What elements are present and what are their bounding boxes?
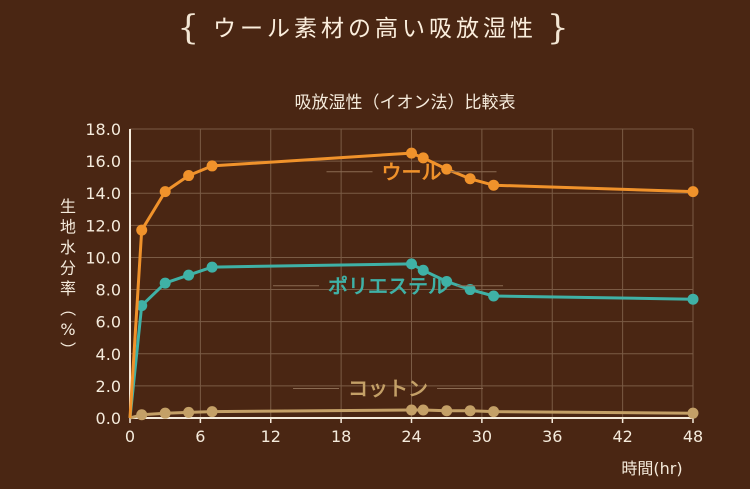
data-point [206, 160, 218, 172]
y-tick-label: 6.0 [96, 313, 121, 332]
y-axis-title-char: ） [58, 341, 77, 357]
series-label: ウール [382, 160, 442, 184]
data-point [464, 405, 476, 417]
data-point [136, 409, 148, 421]
y-tick-label: 8.0 [96, 281, 121, 300]
x-tick-label: 0 [125, 427, 135, 446]
data-point [687, 186, 699, 198]
data-point [464, 173, 476, 185]
x-tick-label: 30 [472, 427, 492, 446]
data-point [417, 264, 429, 276]
y-tick-label: 2.0 [96, 377, 121, 396]
data-point [464, 284, 476, 296]
x-tick-label: 18 [331, 427, 351, 446]
series-label: コットン [348, 377, 428, 401]
chart-series [128, 147, 699, 421]
data-point [206, 261, 218, 273]
y-axis-title-char: 率 [60, 279, 76, 298]
y-axis-title-char: 水 [60, 238, 76, 257]
y-tick-label: 14.0 [85, 184, 121, 203]
x-axis-ticks: 0 6 12 18 24 30 36 42 48 [125, 418, 703, 446]
data-point [136, 224, 148, 236]
page-title-text: ウール素材の高い吸放湿性 [213, 16, 537, 42]
x-tick-label: 12 [261, 427, 281, 446]
y-axis-title-char: % [60, 320, 75, 339]
data-point [406, 404, 417, 416]
x-tick-label: 42 [612, 427, 632, 446]
page-title: { ウール素材の高い吸放湿性} [0, 6, 750, 50]
data-point [441, 163, 453, 175]
y-axis-title-char: 分 [60, 259, 76, 278]
x-tick-label: 48 [683, 427, 703, 446]
data-point [488, 406, 500, 418]
y-axis-title-char: 生 [60, 197, 76, 216]
x-tick-label: 24 [401, 427, 421, 446]
data-point [687, 293, 699, 305]
y-tick-label: 0.0 [96, 409, 121, 428]
data-point [159, 186, 171, 198]
data-point [687, 407, 699, 419]
data-point [441, 405, 453, 417]
x-tick-label: 36 [542, 427, 562, 446]
data-point [417, 404, 429, 416]
right-brace-decoration: } [547, 8, 573, 48]
data-point [406, 258, 417, 270]
data-point [406, 147, 417, 159]
data-point [417, 152, 429, 164]
data-point [206, 406, 218, 418]
y-axis-ticks: 0.0 2.0 4.0 6.0 8.0 10.0 12.0 14.0 16.0 18.0 [85, 120, 121, 428]
chart-title: 吸放湿性（イオン法）比較表 [295, 93, 516, 113]
chart-grid [130, 128, 694, 418]
data-point [183, 269, 195, 281]
y-axis-title-char: （ [58, 300, 77, 316]
y-tick-label: 10.0 [85, 248, 121, 267]
data-point [488, 290, 500, 302]
data-point [159, 407, 171, 419]
left-brace-decoration: { [177, 8, 203, 48]
y-tick-label: 18.0 [85, 120, 121, 139]
y-tick-label: 4.0 [96, 345, 121, 364]
data-point [136, 300, 148, 312]
y-tick-label: 12.0 [85, 216, 121, 235]
series-labels: コットン ポリエステル ウール [273, 160, 504, 401]
y-axis-title-char: 地 [60, 218, 76, 237]
data-point [183, 406, 195, 418]
series-label: ポリエステル [328, 274, 448, 298]
data-point [441, 276, 453, 288]
data-point [183, 170, 195, 182]
data-point [159, 277, 171, 289]
data-point [488, 179, 500, 191]
x-tick-label: 6 [195, 427, 205, 446]
y-tick-label: 16.0 [85, 152, 121, 171]
x-axis-title: 時間(hr) [621, 459, 682, 478]
